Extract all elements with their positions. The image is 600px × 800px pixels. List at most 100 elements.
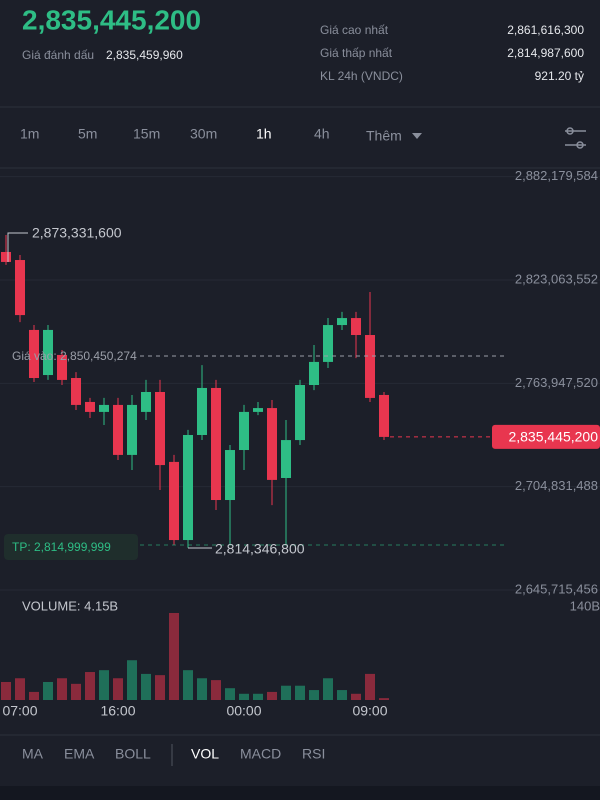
tp-tag [4,534,138,560]
candle-body [141,391,151,412]
timeframe-tab[interactable]: 15m [133,126,160,142]
timeframe-tab[interactable]: 30m [190,126,217,142]
candle-body [197,387,207,435]
mark-price: 2,835,459,960 [106,48,183,62]
candle-body [351,318,361,336]
x-tick-label: 00:00 [226,703,261,719]
indicator-tab[interactable]: MACD [240,746,281,762]
timeframe-tab[interactable]: 5m [78,126,97,142]
last-price: 2,835,445,200 [22,4,201,35]
indicator-tab[interactable]: MA [22,746,44,762]
y-tick-label: 2,882,179,584 [515,168,598,183]
candle-body [225,450,235,501]
volume-bar [1,681,11,700]
candle-body [169,461,179,541]
volume-bar [225,688,235,700]
volume-bar [113,678,123,700]
price-tag [492,424,600,449]
candle-body [323,325,333,362]
tp-label: TP: 2,814,999,999 [12,540,111,554]
y-tick-label: 2,823,063,552 [515,271,598,286]
indicator-tab[interactable]: RSI [302,746,325,762]
stat-label: KL 24h (VNDC) [320,69,403,83]
volume-bar [71,683,81,700]
stat-value: 921.20 tỷ [535,69,584,83]
candle-body [127,404,137,455]
volume-bar [43,681,53,700]
volume-bar [15,678,25,700]
timeframe-tab[interactable]: 4h [314,126,330,142]
candle-body [15,260,25,316]
volume-bar [155,675,165,700]
candle-body [211,387,221,501]
volume-bar [309,690,319,700]
leader [7,232,28,262]
more-tab[interactable]: Thêm [366,128,402,144]
stat-label: Giá thấp nhất [320,46,393,60]
timeframe-tab[interactable]: 1h [256,126,272,142]
timeframe-tab[interactable]: 1m [20,126,39,142]
mark-label: Giá đánh dấu [22,48,94,62]
volume-bar [197,678,207,700]
candle-body [71,378,81,405]
candle-body [1,251,11,262]
indicator-tab[interactable]: EMA [64,746,95,762]
volume-bar [379,698,389,700]
volume-bar [183,670,193,700]
dropdown-arrow [412,133,422,139]
price-tag-label: 2,835,445,200 [508,429,598,445]
candle-body [267,408,277,480]
volume-bar [295,685,305,700]
candle-body [113,404,123,455]
candle-body [253,408,263,412]
volume-bar [253,693,263,700]
candle-body [379,394,389,437]
candle-body [155,391,165,466]
candle-body [29,329,39,379]
candle-body [57,354,67,380]
volume-tick-label: 140B [570,598,600,613]
volume-bar [365,673,375,700]
volume-bar [337,690,347,700]
stat-value: 2,861,616,300 [507,23,584,37]
candle-body [85,401,95,412]
volume-bar [141,673,151,700]
candle-body [99,404,109,412]
settings-icon[interactable] [565,127,586,149]
volume-bar [239,693,249,700]
y-tick-label: 2,763,947,520 [515,375,598,390]
bottom-bar [0,786,600,800]
y-tick-label: 2,645,715,456 [515,581,598,596]
x-tick-label: 16:00 [100,703,135,719]
volume-bar [85,672,95,700]
volume-bar [99,670,109,700]
candle-body [43,329,53,376]
entry-label: Giá vào: 2,850,450,274 [12,349,137,363]
candle-body [239,411,249,451]
volume-bar [169,613,179,700]
candle-body [365,335,375,398]
chart: 2,645,715,456 2,704,831,488 2,763,947,520 2… [0,168,600,719]
volume-bar [281,685,291,700]
candle-body [183,434,193,541]
volume-bar [211,680,221,700]
volume-bar [267,691,277,700]
volume-label: VOLUME: 4.15B [22,598,118,613]
volume-bar [57,678,67,700]
candle-body [281,440,291,478]
low-label: 2,814,346,800 [215,541,305,557]
x-tick-label: 09:00 [352,703,387,719]
candle-body [295,385,305,441]
y-tick-label: 2,704,831,488 [515,478,598,493]
volume-bar [351,693,361,700]
volume-bar [29,691,39,700]
high-label: 2,873,331,600 [32,225,122,241]
stat-value: 2,814,987,600 [507,46,584,60]
volume-bar [323,678,333,700]
indicator-tab[interactable]: VOL [191,746,219,762]
indicator-tab[interactable]: BOLL [115,746,151,762]
candle-body [309,361,319,385]
x-tick-label: 07:00 [2,703,37,719]
